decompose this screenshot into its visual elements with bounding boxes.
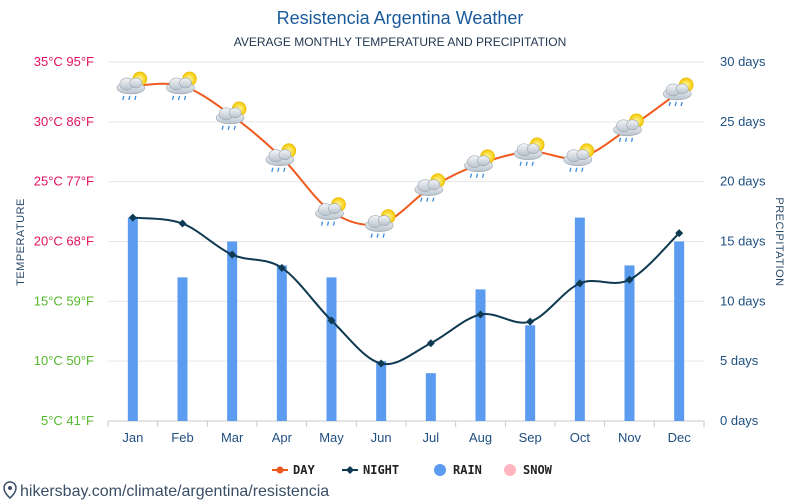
y-right-tick-label: 20 days [720, 174, 766, 189]
grid-lines [108, 61, 704, 422]
night-point [178, 219, 187, 228]
legend-circle-icon [276, 466, 284, 474]
legend-item-rain: RAIN [434, 463, 482, 477]
night-point [377, 359, 386, 368]
x-tick-label: Aug [469, 430, 492, 445]
night-point [476, 310, 485, 319]
y-left-tick-label: 5°C 41°F [41, 413, 94, 428]
x-tick-label: Jan [122, 430, 143, 445]
night-point [675, 229, 684, 238]
legend-item-day: DAY [272, 463, 315, 477]
y-left-tick-label: 15°C 59°F [34, 293, 94, 308]
x-tick-label: Apr [272, 430, 293, 445]
night-point [327, 316, 336, 325]
legend-item-snow: SNOW [504, 463, 553, 477]
rain-bar [326, 277, 337, 421]
x-tick-label: May [319, 430, 344, 445]
chart-subtitle: AVERAGE MONTHLY TEMPERATURE AND PRECIPIT… [234, 35, 567, 49]
day-temperature-line [132, 82, 680, 226]
rain-bar [574, 217, 585, 421]
rain-bar [127, 217, 138, 421]
x-tick-label: Jun [371, 430, 392, 445]
temperature-lines [128, 82, 684, 368]
y-axis-right: 30 days 25 days 20 days 15 days 10 days 5 day… [720, 54, 766, 428]
legend-circle-icon [504, 464, 516, 476]
legend-label: DAY [293, 463, 315, 477]
night-point [426, 339, 435, 348]
y-right-tick-label: 30 days [720, 54, 766, 69]
y-axis-right-title: PRECIPITATION [773, 197, 785, 286]
y-axis-left: 35°C 95°F 30°C 86°F 25°C 77°F 20°C 68°F 15°C… [34, 54, 94, 428]
x-axis: Jan Feb Mar Apr May Jun Jul Aug Sep Oct Nov Dec [107, 421, 705, 445]
x-tick-label: Mar [221, 430, 244, 445]
x-tick-label: Feb [171, 430, 193, 445]
sun-behind-rain-cloud-icon [364, 208, 396, 239]
y-left-tick-label: 35°C 95°F [34, 54, 94, 69]
rain-bar [376, 361, 387, 421]
legend-label: NIGHT [363, 463, 399, 477]
y-left-tick-label: 30°C 86°F [34, 114, 94, 129]
rain-bar [624, 265, 635, 421]
sun-behind-rain-cloud-icon [563, 143, 595, 173]
sun-behind-rain-cloud-icon [612, 113, 645, 143]
rain-bar [475, 289, 486, 421]
night-point [277, 263, 286, 272]
rain-bar [227, 241, 238, 421]
y-right-tick-label: 15 days [720, 234, 766, 249]
source-url: hikersbay.com/climate/argentina/resisten… [20, 483, 329, 500]
night-point [526, 317, 535, 326]
y-right-tick-label: 5 days [720, 353, 759, 368]
sun-behind-rain-cloud-icon [463, 149, 496, 179]
sun-behind-rain-cloud-icon [662, 77, 694, 107]
x-tick-label: Nov [618, 430, 642, 445]
rain-bar [276, 265, 287, 421]
night-temperature-line [132, 216, 680, 366]
night-point [128, 213, 137, 222]
x-tick-label: Jul [423, 430, 440, 445]
y-axis-left-title: TEMPERATURE [15, 198, 27, 286]
y-left-tick-label: 10°C 50°F [34, 353, 94, 368]
legend-item-night: NIGHT [342, 463, 399, 477]
legend-label: SNOW [523, 463, 553, 477]
sun-behind-rain-cloud-icon [513, 137, 545, 167]
rain-bar [674, 241, 685, 421]
location-pin-icon [3, 481, 17, 499]
legend: DAY NIGHT RAIN SNOW [272, 463, 553, 477]
rain-bar [425, 373, 436, 421]
chart-title: Resistencia Argentina Weather [277, 8, 524, 28]
x-tick-label: Oct [570, 430, 591, 445]
rain-bar [525, 325, 536, 421]
sun-behind-rain-cloud-icon [165, 71, 198, 101]
x-tick-label: Dec [668, 430, 692, 445]
legend-circle-icon [434, 464, 446, 476]
y-left-tick-label: 25°C 77°F [34, 174, 94, 189]
y-right-tick-label: 10 days [720, 293, 766, 308]
night-point [575, 279, 584, 288]
sun-behind-rain-cloud-icon [215, 101, 247, 131]
rain-bars [127, 217, 685, 421]
source-link[interactable]: hikersbay.com/climate/argentina/resisten… [3, 481, 329, 500]
y-right-tick-label: 0 days [720, 413, 759, 428]
night-point [625, 275, 634, 284]
legend-label: RAIN [453, 463, 482, 477]
rain-bar [177, 277, 188, 421]
night-point [228, 250, 237, 259]
y-left-tick-label: 20°C 68°F [34, 234, 94, 249]
legend-diamond-icon [346, 466, 354, 474]
x-tick-label: Sep [519, 430, 542, 445]
y-right-tick-label: 25 days [720, 114, 766, 129]
sun-behind-rain-cloud-icon [116, 71, 148, 101]
